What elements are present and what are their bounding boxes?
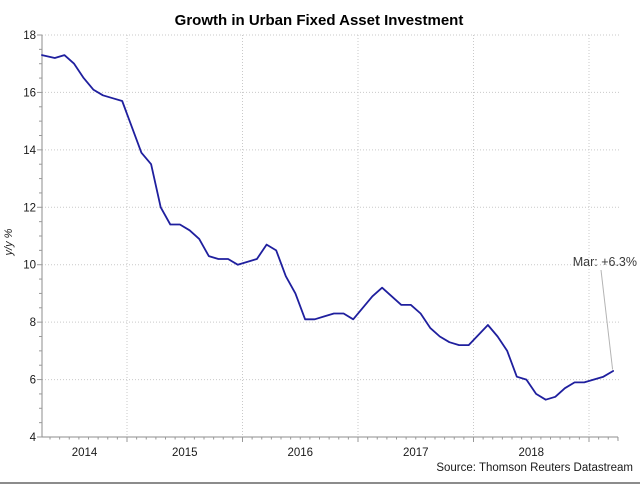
y-tick-label: 16 [23, 87, 36, 99]
y-tick-label: 4 [30, 432, 37, 444]
x-tick-label: 2017 [403, 447, 429, 459]
tick-labels: 4 6 8 10 12 14 16 18 2014 2015 2016 2017 2018 [23, 30, 544, 459]
y-tick-label: 12 [23, 202, 36, 214]
x-tick-label: 2018 [518, 447, 544, 459]
y-tick-label: 18 [23, 30, 36, 42]
y-tick-label: 8 [30, 317, 36, 329]
axes [37, 34, 619, 442]
series-polyline [41, 54, 614, 401]
gridlines [42, 34, 620, 437]
x-tick-label: 2015 [172, 447, 198, 459]
annotation-group: Mar: +6.3% [573, 255, 637, 370]
data-series [41, 54, 614, 401]
x-tick-label: 2014 [72, 447, 98, 459]
source-label: Source: Thomson Reuters Datastream [436, 462, 633, 474]
chart-title: Growth in Urban Fixed Asset Investment [175, 12, 464, 29]
y-tick-label: 6 [30, 375, 36, 387]
y-tick-label: 10 [23, 260, 36, 272]
y-axis-label: y/y % [3, 228, 15, 256]
annotation-leader-line [600, 269, 614, 370]
y-tick-label: 14 [23, 145, 36, 157]
annotation-label: Mar: +6.3% [573, 255, 637, 269]
x-tick-label: 2016 [287, 447, 313, 459]
